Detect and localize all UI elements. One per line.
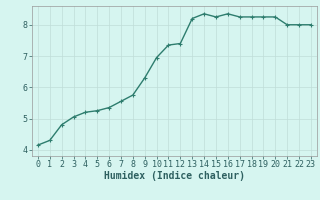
X-axis label: Humidex (Indice chaleur): Humidex (Indice chaleur) bbox=[104, 171, 245, 181]
